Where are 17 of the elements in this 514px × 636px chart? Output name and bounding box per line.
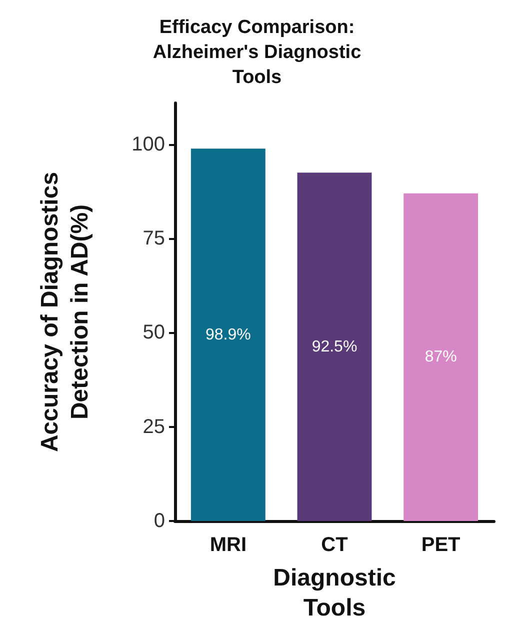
bar	[404, 193, 478, 521]
x-tick-label: MRI	[210, 534, 247, 556]
bar	[297, 172, 372, 521]
chart-title: Efficacy Comparison: Alzheimer's Diagnostic Tools	[152, 17, 362, 88]
bar	[190, 148, 266, 521]
x-axis-title: Diagnostic Tools	[273, 564, 396, 622]
x-tick-label: CT	[321, 534, 348, 556]
data-label: 87%	[424, 348, 457, 366]
data-label: 92.5%	[312, 338, 358, 356]
y-tick-label: 25	[142, 416, 165, 438]
y-tick-label: 75	[142, 228, 165, 250]
data-label: 98.9%	[205, 326, 251, 344]
y-tick-label: 0	[154, 510, 165, 532]
y-axis-title: Accuracy of Diagnostics Detection in AD(%)	[36, 172, 94, 452]
x-tick-label: PET	[421, 534, 460, 556]
y-tick-label: 50	[142, 322, 165, 344]
y-tick-label: 100	[132, 133, 165, 156]
